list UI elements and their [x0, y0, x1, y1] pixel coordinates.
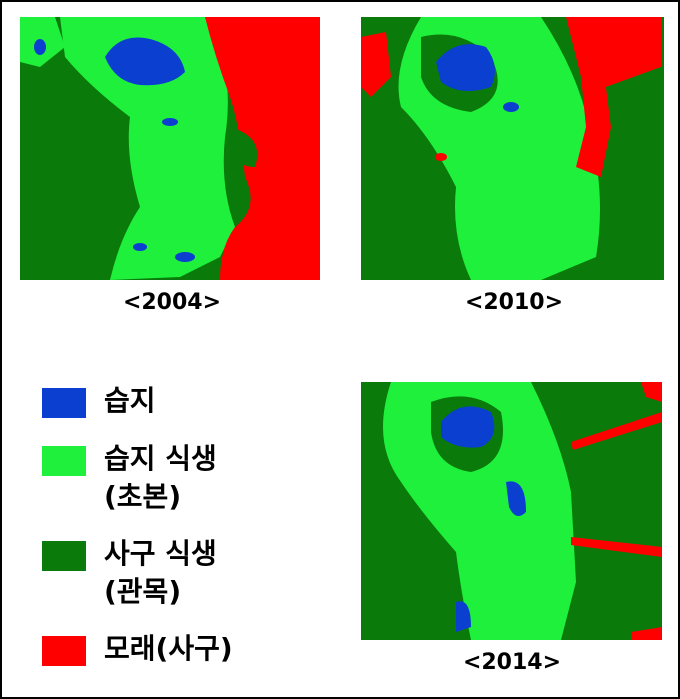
herb-area	[60, 17, 235, 280]
sand-area	[435, 153, 447, 161]
caption: <2010>	[464, 290, 564, 315]
legend-text: 모래(사구)	[104, 632, 233, 665]
sand-area	[566, 17, 661, 177]
legend-text: 습지 식생	[104, 442, 217, 475]
herb-area	[383, 382, 576, 640]
legend-text: 습지	[104, 384, 156, 417]
sand-area	[631, 627, 662, 640]
sand-area	[571, 412, 662, 450]
legend-swatch	[42, 388, 86, 418]
wetland	[503, 102, 519, 112]
legend-label: 습지 식생 (초본)	[104, 440, 217, 516]
caption: <2004>	[122, 290, 222, 315]
legend-swatch	[42, 636, 86, 666]
sand-area	[641, 382, 662, 402]
map-2004	[20, 17, 320, 280]
caption: <2014>	[462, 650, 562, 675]
wetland	[506, 481, 526, 516]
wetland	[456, 601, 471, 632]
legend-swatch	[42, 446, 86, 476]
legend-text: (관목)	[104, 575, 182, 608]
shrub-area	[230, 127, 258, 167]
wetland	[436, 44, 495, 91]
wetland	[175, 252, 195, 262]
map-2010	[361, 17, 664, 280]
shrub-area	[606, 67, 661, 167]
legend-text: 사구 식생	[104, 537, 217, 570]
wetland	[133, 243, 147, 251]
sand-area	[361, 32, 391, 97]
wetland	[34, 39, 46, 55]
legend-label: 사구 식생 (관목)	[104, 535, 217, 611]
map-2014	[361, 382, 662, 640]
legend-label: 습지	[104, 382, 156, 420]
wetland	[441, 406, 495, 448]
legend-label: 모래(사구)	[104, 630, 233, 668]
wetland	[105, 37, 185, 86]
legend-text: (초본)	[104, 480, 182, 513]
sand-area	[571, 537, 662, 557]
sand-area	[205, 17, 320, 280]
legend-swatch	[42, 541, 86, 571]
wetland	[162, 118, 178, 126]
